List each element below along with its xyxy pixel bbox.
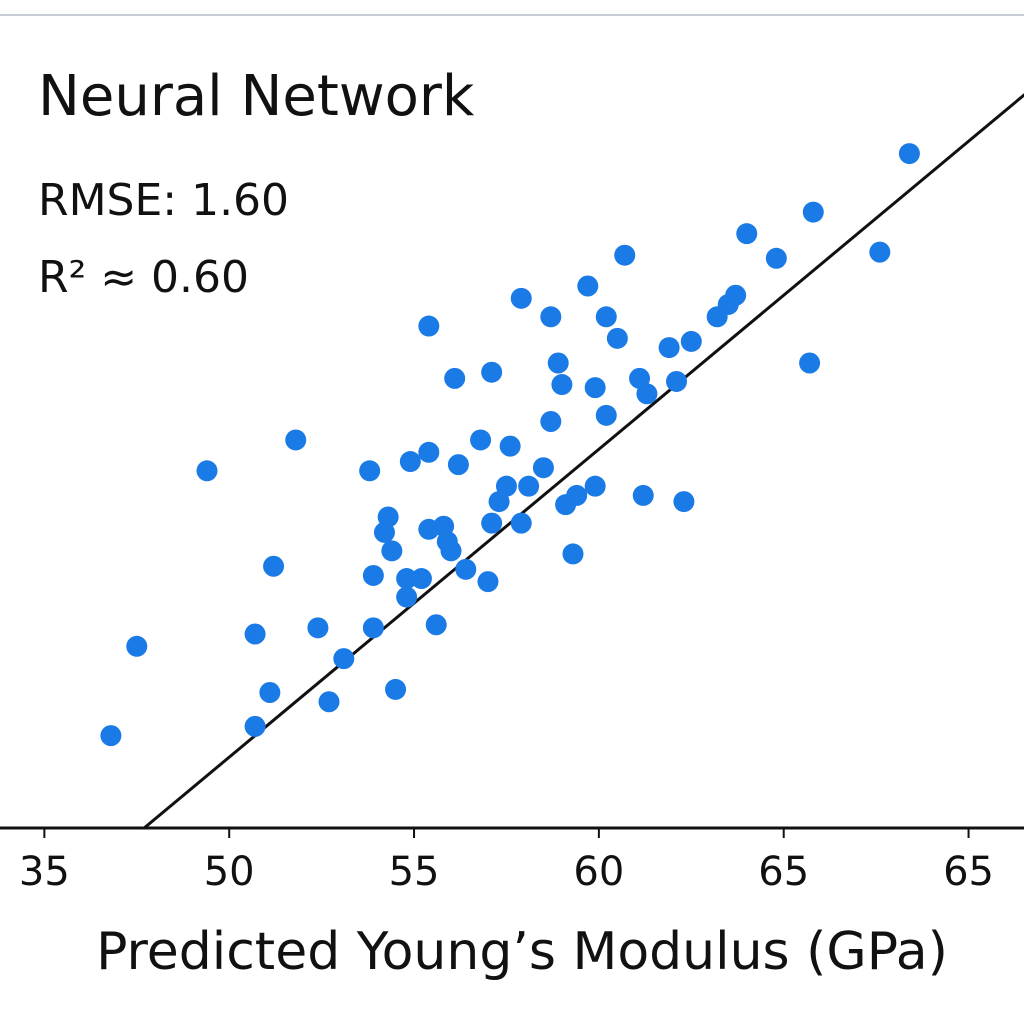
point [666, 370, 688, 392]
point [396, 568, 418, 590]
point [481, 361, 503, 383]
x-axis-label: Predicted Young’s Modulus (GPa) [96, 922, 948, 982]
point [396, 586, 418, 608]
point [725, 284, 747, 306]
x-tick-label: 50 [204, 849, 255, 895]
point [455, 558, 477, 580]
point [285, 429, 307, 451]
x-tick-label: 55 [389, 849, 440, 895]
point [263, 555, 285, 577]
point [898, 143, 920, 165]
point [562, 543, 584, 565]
point [551, 374, 573, 396]
point [540, 411, 562, 432]
point [444, 367, 466, 389]
point [410, 568, 432, 590]
annotation: RMSE: 1.60 [38, 175, 289, 226]
point [577, 275, 599, 297]
point [381, 540, 403, 562]
point [100, 725, 122, 747]
chart-title: Neural Network [38, 64, 475, 129]
point [362, 564, 384, 586]
point [362, 617, 384, 639]
point [477, 571, 499, 593]
point [373, 521, 395, 543]
point [447, 454, 469, 476]
x-tick-label: 60 [573, 849, 624, 895]
point [532, 457, 554, 479]
point [333, 648, 355, 670]
point [495, 475, 517, 497]
x-tick-label: 65 [758, 849, 809, 895]
point [802, 201, 824, 223]
point [584, 475, 606, 497]
point [359, 460, 381, 482]
point [418, 315, 440, 337]
point [869, 241, 891, 263]
x-tick-label: 65 [943, 849, 994, 895]
point [126, 635, 148, 657]
point [318, 691, 340, 713]
point [399, 451, 421, 473]
point [680, 330, 702, 352]
point [595, 404, 617, 426]
point [196, 460, 218, 482]
point [481, 512, 503, 534]
point [799, 352, 821, 374]
point [658, 337, 680, 359]
point [259, 682, 281, 703]
point [540, 306, 562, 328]
point [418, 441, 440, 463]
point [636, 383, 658, 405]
point [632, 484, 654, 506]
point [385, 678, 407, 700]
point [244, 715, 266, 737]
point [547, 352, 569, 374]
annotation: R² ≈ 0.60 [38, 252, 249, 303]
point [736, 223, 758, 245]
point [584, 377, 606, 399]
point [510, 287, 532, 309]
point [425, 614, 447, 636]
point [595, 306, 617, 328]
point [765, 247, 787, 269]
point [499, 435, 521, 457]
point [606, 327, 628, 349]
point [244, 623, 266, 645]
point [673, 491, 695, 513]
point [440, 540, 462, 562]
point [307, 617, 329, 639]
point [518, 475, 540, 497]
x-tick-label: 35 [19, 849, 70, 895]
point [510, 512, 532, 534]
point [470, 429, 492, 451]
point [614, 244, 636, 266]
point [566, 484, 588, 506]
